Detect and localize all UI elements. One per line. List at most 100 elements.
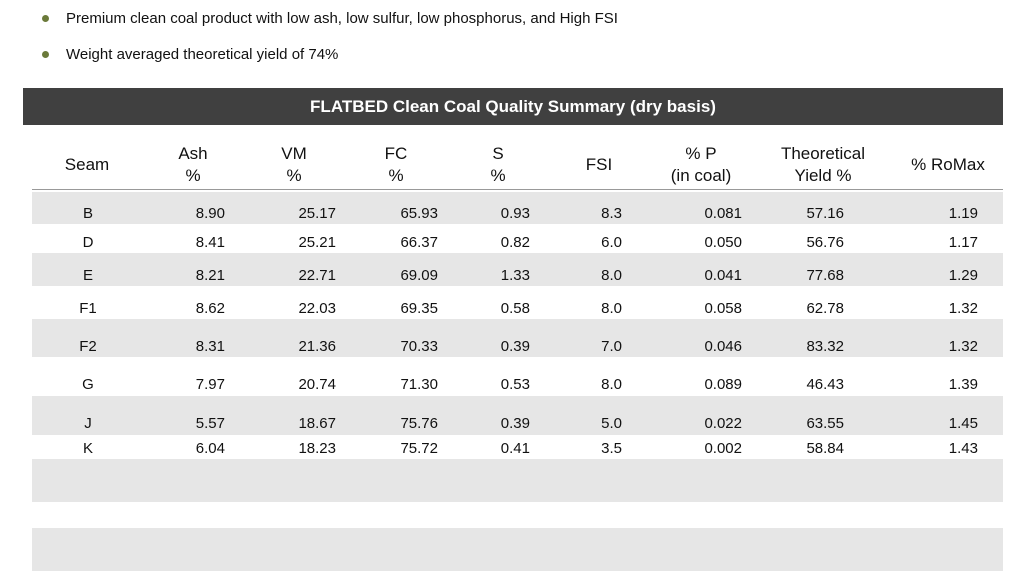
row-band xyxy=(32,253,1003,286)
header-unit: Yield % xyxy=(794,166,852,185)
cell-ash: 5.57 xyxy=(195,415,225,432)
cell-romax: 1.29 xyxy=(948,267,978,284)
cell-fsi: 7.0 xyxy=(601,338,622,355)
cell-vm: 20.74 xyxy=(298,376,336,393)
cell-romax: 1.17 xyxy=(948,234,978,251)
cell-s: 0.58 xyxy=(500,300,530,317)
header-unit: % xyxy=(490,166,506,185)
cell-p: 0.050 xyxy=(704,234,742,251)
cell-p: 0.041 xyxy=(704,267,742,284)
cell-s: 0.82 xyxy=(500,234,530,251)
cell-s: 0.53 xyxy=(500,376,530,393)
header-line: FSI xyxy=(585,155,613,174)
cell-s: 1.33 xyxy=(500,267,530,284)
cell-ash: 8.62 xyxy=(195,300,225,317)
cell-s: 0.39 xyxy=(500,415,530,432)
bullet-text: Weight averaged theoretical yield of 74% xyxy=(66,46,339,63)
table-header: Seam Ash % VM % FC % S % FSI % P (in coa… xyxy=(32,140,1003,190)
cell-fc: 69.35 xyxy=(400,300,438,317)
row-band xyxy=(32,459,1003,502)
cell-seam: F2 xyxy=(79,338,97,355)
table-row: J 5.57 18.67 75.76 0.39 5.0 0.022 63.55 1.45 xyxy=(32,414,1003,434)
header-fsi: FSI xyxy=(559,140,639,190)
cell-yield: 46.43 xyxy=(806,376,844,393)
bullet-item: Weight averaged theoretical yield of 74% xyxy=(42,46,338,63)
cell-fsi: 8.0 xyxy=(601,376,622,393)
cell-yield: 77.68 xyxy=(806,267,844,284)
cell-ash: 8.41 xyxy=(195,234,225,251)
bullet-dot-icon xyxy=(42,50,49,58)
cell-vm: 25.21 xyxy=(298,234,336,251)
header-seam: Seam xyxy=(32,140,142,190)
header-line: Seam xyxy=(64,155,110,174)
table-row: G 7.97 20.74 71.30 0.53 8.0 0.089 46.43 1.39 xyxy=(32,375,1003,395)
cell-seam: J xyxy=(84,415,92,432)
table-row: K 6.04 18.23 75.72 0.41 3.5 0.002 58.84 1.43 xyxy=(32,439,1003,459)
header-divider xyxy=(32,189,1003,190)
cell-p: 0.081 xyxy=(704,205,742,222)
cell-fsi: 8.3 xyxy=(601,205,622,222)
row-band xyxy=(32,319,1003,357)
cell-fc: 75.72 xyxy=(400,440,438,457)
cell-seam: D xyxy=(82,234,94,251)
bullet-dot-icon xyxy=(42,14,49,22)
cell-yield: 62.78 xyxy=(806,300,844,317)
header-line: S xyxy=(492,144,504,163)
cell-p: 0.089 xyxy=(704,376,742,393)
header-unit: (in coal) xyxy=(670,166,732,185)
cell-vm: 22.03 xyxy=(298,300,336,317)
header-line: % P xyxy=(685,144,717,163)
cell-seam: F1 xyxy=(79,300,97,317)
cell-fc: 69.09 xyxy=(400,267,438,284)
bullet-item: Premium clean coal product with low ash,… xyxy=(42,10,618,27)
table-title-text: FLATBED Clean Coal Quality Summary (dry … xyxy=(310,96,716,116)
table-row: F2 8.31 21.36 70.33 0.39 7.0 0.046 83.32 1.32 xyxy=(32,337,1003,357)
table-row: B 8.90 25.17 65.93 0.93 8.3 0.081 57.16 1.19 xyxy=(32,204,1003,224)
header-unit: % xyxy=(388,166,404,185)
header-p: % P (in coal) xyxy=(651,140,751,190)
cell-p: 0.002 xyxy=(704,440,742,457)
table-title: FLATBED Clean Coal Quality Summary (dry … xyxy=(23,88,1003,125)
table-row: E 8.21 22.71 69.09 1.33 8.0 0.041 77.68 1.29 xyxy=(32,266,1003,286)
header-fc: FC % xyxy=(356,140,436,190)
cell-fsi: 8.0 xyxy=(601,267,622,284)
cell-ash: 8.21 xyxy=(195,267,225,284)
cell-vm: 18.23 xyxy=(298,440,336,457)
cell-yield: 56.76 xyxy=(806,234,844,251)
cell-ash: 8.31 xyxy=(195,338,225,355)
header-unit: % xyxy=(185,166,201,185)
cell-vm: 22.71 xyxy=(298,267,336,284)
cell-s: 0.41 xyxy=(500,440,530,457)
header-line: % RoMax xyxy=(911,155,985,174)
cell-fc: 70.33 xyxy=(400,338,438,355)
table-row: D 8.41 25.21 66.37 0.82 6.0 0.050 56.76 1.17 xyxy=(32,233,1003,253)
cell-fsi: 8.0 xyxy=(601,300,622,317)
cell-s: 0.93 xyxy=(500,205,530,222)
cell-fc: 66.37 xyxy=(400,234,438,251)
cell-romax: 1.43 xyxy=(948,440,978,457)
cell-fc: 65.93 xyxy=(400,205,438,222)
header-romax: % RoMax xyxy=(893,140,1003,190)
cell-romax: 1.32 xyxy=(948,300,978,317)
cell-seam: B xyxy=(82,205,93,222)
cell-p: 0.022 xyxy=(704,415,742,432)
cell-fc: 75.76 xyxy=(400,415,438,432)
cell-seam: K xyxy=(82,440,93,457)
cell-yield: 63.55 xyxy=(806,415,844,432)
cell-vm: 21.36 xyxy=(298,338,336,355)
row-band xyxy=(32,528,1003,571)
cell-romax: 1.39 xyxy=(948,376,978,393)
cell-s: 0.39 xyxy=(500,338,530,355)
cell-ash: 8.90 xyxy=(195,205,225,222)
cell-fc: 71.30 xyxy=(400,376,438,393)
cell-ash: 6.04 xyxy=(195,440,225,457)
cell-fsi: 6.0 xyxy=(601,234,622,251)
cell-yield: 83.32 xyxy=(806,338,844,355)
cell-seam: G xyxy=(82,376,94,393)
cell-p: 0.058 xyxy=(704,300,742,317)
cell-vm: 25.17 xyxy=(298,205,336,222)
header-line: FC xyxy=(384,144,408,163)
cell-fsi: 5.0 xyxy=(601,415,622,432)
row-band xyxy=(32,396,1003,435)
cell-ash: 7.97 xyxy=(195,376,225,393)
